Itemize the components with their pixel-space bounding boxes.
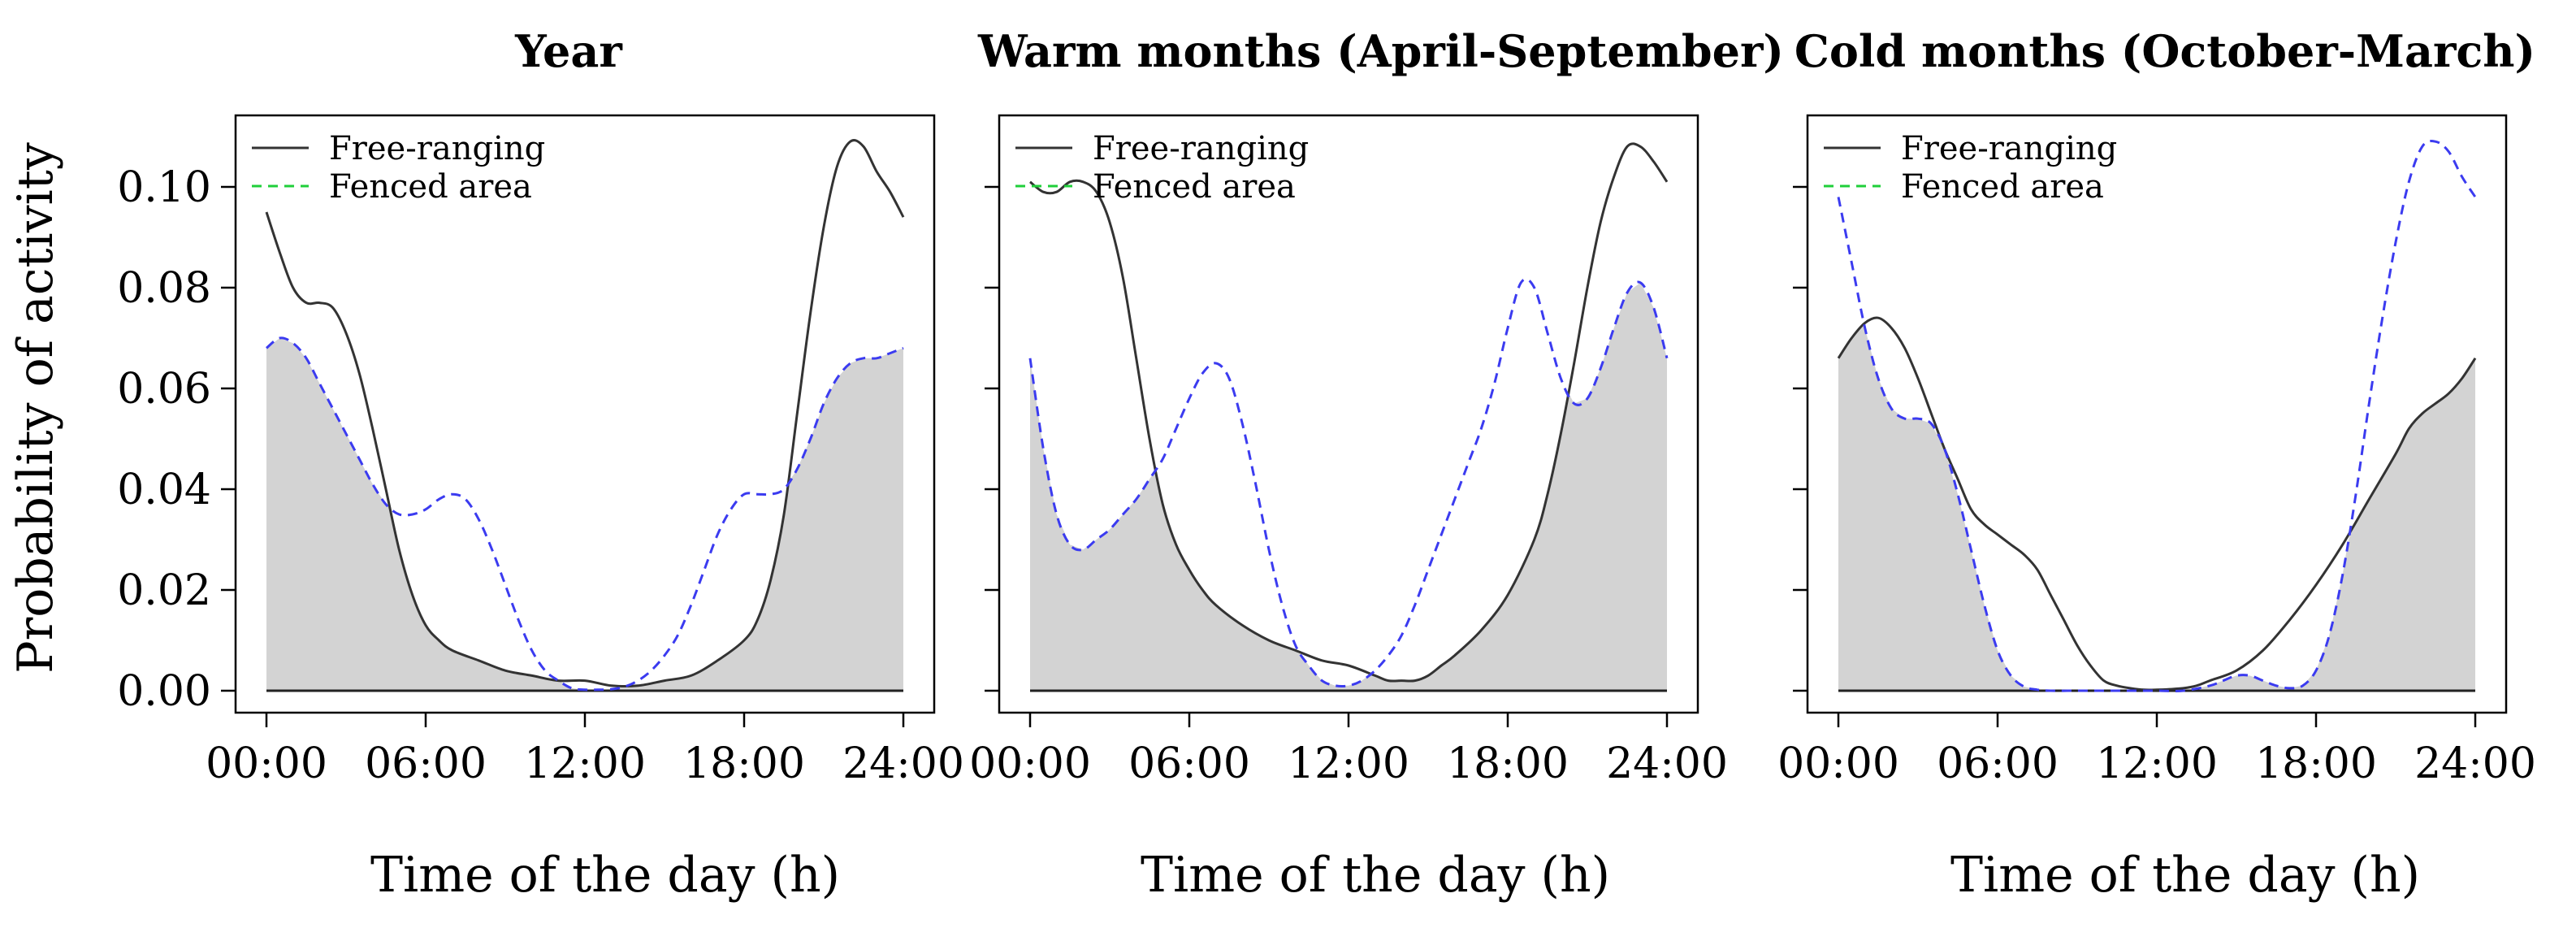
legend-fenced-area-label: Fenced area [1901,168,2104,206]
x-tick-label: 18:00 [2255,739,2377,788]
panel-title: Warm months (April-September) [977,25,1784,77]
panel-title: Cold months (October-March) [1795,25,2535,77]
legend-free-ranging-label: Free-ranging [1093,130,1309,167]
overlap-area [1838,326,2475,691]
legend: Free-ranging Fenced area [1824,130,2117,206]
legend-fenced-area-label: Fenced area [1093,168,1296,206]
legend-free-ranging-label: Free-ranging [329,130,545,167]
plot-area-cold [1837,140,2477,692]
legend-fenced-area-label: Fenced area [329,168,532,206]
legend: Free-ranging Fenced area [252,130,545,206]
panel-warm-months: Warm months (April-September) 00:00 06:00… [969,25,1784,904]
y-tick-label: 0.10 [117,163,211,212]
x-tick-label: 06:00 [1128,739,1250,788]
x-tick-label: 24:00 [1606,739,1728,788]
x-tick-label: 00:00 [1777,739,1899,788]
x-tick-label: 18:00 [683,739,805,788]
y-tick-label: 0.02 [117,566,211,615]
legend: Free-ranging Fenced area [1015,130,1309,206]
x-axis-label: Time of the day (h) [370,847,840,904]
x-tick-label: 18:00 [1447,739,1569,788]
y-tick-label: 0.08 [117,264,211,313]
x-ticks: 00:00 06:00 12:00 18:00 24:00 [969,713,1728,788]
series-fenced-area-line [1028,277,1669,688]
x-ticks: 00:00 06:00 12:00 18:00 24:00 [1777,713,2536,788]
x-tick-label: 12:00 [1288,739,1409,788]
series-fenced-area-line [1837,140,2477,692]
series-fenced-area-line [266,336,904,692]
x-tick-label: 24:00 [842,739,964,788]
x-tick-label: 06:00 [1937,739,2059,788]
x-ticks: 00:00 06:00 12:00 18:00 24:00 [206,713,964,788]
series-free-ranging-line [1837,316,2477,692]
x-axis-label: Time of the day (h) [1950,847,2420,904]
legend-free-ranging-label: Free-ranging [1901,130,2117,167]
panel-year: Year 0.00 0.02 0.04 0.06 0.08 0.10 00:00 06:00… [117,25,964,904]
x-axis-label: Time of the day (h) [1141,847,1610,904]
x-tick-label: 06:00 [365,739,487,788]
x-tick-label: 12:00 [2096,739,2218,788]
plot-area-year [265,139,905,692]
panel-cold-months: Cold months (October-March) 00:00 06:00 12… [1777,25,2536,904]
y-tick-label: 0.00 [117,667,211,716]
y-ticks: 0.00 0.02 0.04 0.06 0.08 0.10 [117,163,236,716]
x-tick-label: 00:00 [969,739,1091,788]
y-axis-label: Probability of activity [7,142,64,674]
series-free-ranging-line [1029,142,1669,683]
x-tick-label: 12:00 [524,739,646,788]
y-tick-label: 0.06 [117,365,211,414]
y-ticks [1793,185,1808,692]
x-tick-label: 24:00 [2414,739,2536,788]
panel-title: Year [514,25,622,77]
plot-area-warm [1028,142,1669,692]
overlap-area [1030,282,1667,691]
y-tick-label: 0.04 [117,466,211,514]
overlap-area [266,338,903,691]
x-tick-label: 00:00 [206,739,327,788]
series-free-ranging-line [265,139,905,688]
y-ticks [985,185,999,692]
